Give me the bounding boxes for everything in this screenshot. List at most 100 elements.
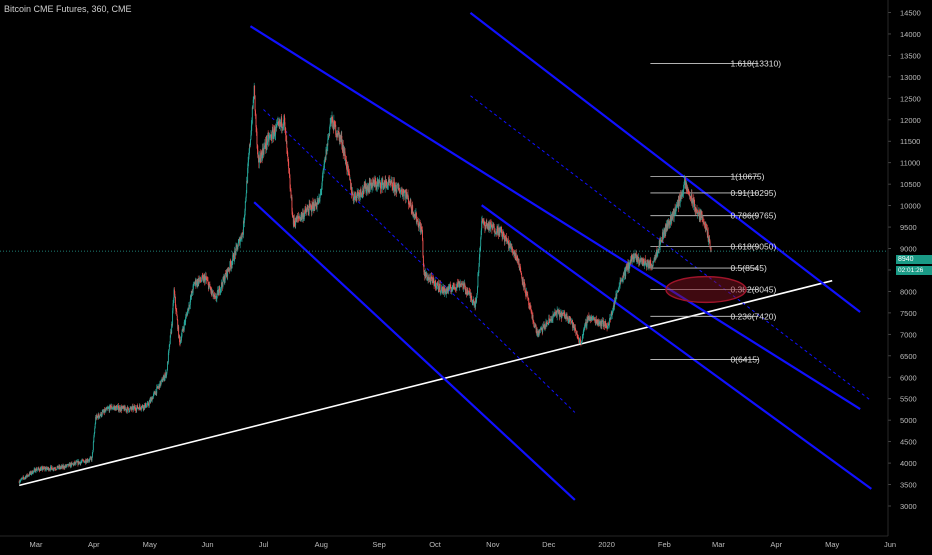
candle-body: [201, 275, 203, 281]
candle-body: [32, 470, 34, 474]
candle-body: [380, 182, 381, 189]
candle-body: [380, 182, 382, 190]
channel-line-1: [253, 201, 576, 501]
candle-body: [374, 180, 376, 183]
candle-body: [145, 403, 146, 408]
candle-body: [615, 293, 617, 297]
candle-body: [61, 465, 63, 467]
candle-body: [144, 404, 146, 409]
candle-body: [318, 197, 320, 200]
candle-body: [594, 318, 595, 320]
candle-body: [317, 200, 319, 203]
candle-body: [560, 311, 562, 319]
candle-body: [192, 285, 194, 293]
candle-body: [581, 340, 583, 343]
candle-body: [447, 288, 449, 292]
candle-body: [242, 233, 243, 234]
candle-body: [197, 279, 199, 285]
candle-body: [49, 469, 50, 471]
candle-body: [60, 467, 62, 469]
candle-body: [525, 292, 526, 294]
candle-body: [591, 316, 593, 321]
candle-body: [530, 305, 532, 310]
candle-body: [549, 319, 551, 321]
candle-body: [314, 201, 316, 206]
candle-body: [331, 116, 333, 123]
candle-body: [56, 469, 57, 470]
fib-level-label: 0.382(8045): [730, 285, 776, 295]
candle-body: [413, 213, 415, 217]
candle-body: [457, 281, 459, 287]
candle-body: [191, 291, 193, 296]
candle-body: [338, 132, 340, 135]
candle-body: [511, 247, 513, 252]
candle-body: [404, 191, 406, 193]
candle-body: [112, 408, 114, 409]
candle-body: [273, 128, 275, 134]
candle-body: [21, 478, 22, 480]
y-tick-label: 12000: [900, 116, 921, 125]
candle-body: [513, 253, 515, 256]
candle-body: [136, 407, 138, 411]
candle-body: [674, 208, 676, 215]
candle-body: [567, 319, 569, 321]
candle-body: [632, 256, 634, 260]
candle-body: [573, 322, 574, 328]
candle-body: [307, 209, 309, 212]
candle-body: [232, 254, 234, 256]
candle-body: [584, 325, 586, 328]
candle-body: [480, 237, 482, 247]
candle-body: [103, 409, 105, 412]
candle-body: [498, 228, 500, 235]
candle-body: [18, 481, 20, 483]
candle-body: [47, 468, 49, 470]
candle-body: [140, 408, 142, 410]
candle-body: [311, 202, 313, 211]
candle-body: [672, 211, 674, 215]
candle-body: [586, 325, 587, 327]
candle-body: [662, 235, 664, 239]
candle-body: [561, 314, 563, 319]
candle-body: [50, 466, 52, 468]
fib-level-label: 1(10675): [730, 172, 764, 182]
candle-body: [700, 211, 702, 220]
candle-body: [569, 316, 571, 321]
y-tick-label: 13500: [900, 51, 921, 60]
candle-body: [532, 314, 533, 319]
candle-body: [569, 318, 571, 321]
candle-body: [274, 134, 276, 136]
candle-body: [528, 305, 530, 306]
candle-body: [636, 255, 638, 261]
candle-body: [83, 460, 84, 462]
candle-body: [543, 324, 545, 328]
candle-body: [654, 257, 656, 261]
candle-body: [99, 415, 101, 416]
candle-body: [96, 415, 98, 419]
candle-body: [616, 291, 618, 293]
y-tick-label: 11500: [900, 137, 920, 146]
candle-body: [479, 246, 481, 249]
candle-body: [413, 214, 415, 217]
candle-body: [172, 303, 174, 311]
candle-body: [389, 182, 391, 183]
candle-body: [125, 409, 127, 411]
candle-body: [249, 139, 251, 146]
candle-body: [20, 479, 22, 482]
candle-body: [607, 323, 609, 326]
candle-body: [441, 286, 443, 288]
candle-body: [72, 463, 74, 465]
candle-body: [458, 282, 460, 288]
candle-body: [545, 321, 547, 327]
candle-body: [483, 221, 485, 225]
candle-body: [652, 265, 654, 267]
candle-body: [509, 245, 511, 248]
candle-body: [249, 144, 251, 146]
candle-body: [523, 285, 525, 287]
candle-body: [568, 316, 570, 319]
candle-body: [196, 280, 198, 285]
candle-body: [629, 261, 631, 262]
candle-body: [534, 325, 536, 327]
candle-body: [503, 231, 505, 236]
